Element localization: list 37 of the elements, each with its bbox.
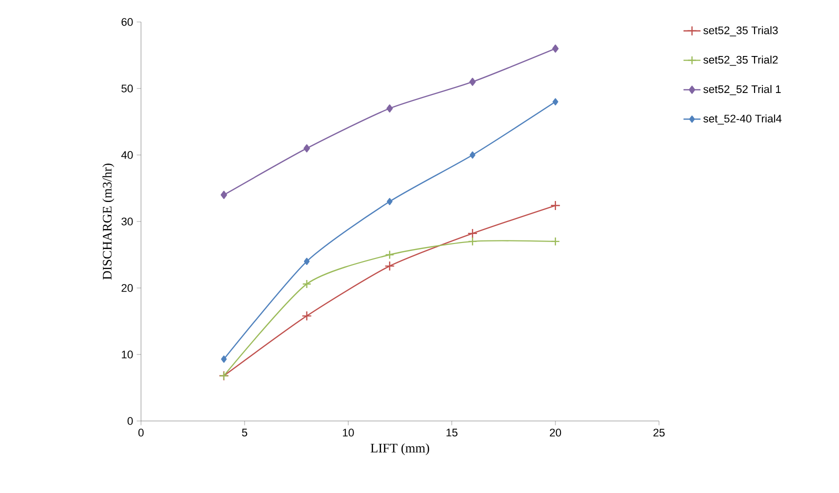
y-tick-label: 0 <box>128 417 133 425</box>
y-tick-label: 50 <box>121 84 133 92</box>
point <box>468 236 478 246</box>
point <box>386 104 393 113</box>
y-tick-label: 40 <box>121 151 133 159</box>
legend-label: set_52-40 Trial4 <box>703 114 782 125</box>
x-tick-label: 10 <box>342 428 354 437</box>
point <box>550 236 560 246</box>
point <box>552 44 559 53</box>
point <box>221 356 227 363</box>
x-tick-label: 15 <box>446 428 458 436</box>
y-tick-label: 20 <box>122 284 133 292</box>
point <box>302 310 312 321</box>
x-tick-label: 0 <box>138 428 144 437</box>
point <box>304 258 310 265</box>
legend-label: set52_35 Trial2 <box>703 56 778 66</box>
y-tick-label: 30 <box>121 218 133 226</box>
point <box>302 279 312 289</box>
point <box>220 190 228 199</box>
x-tick-label: 20 <box>550 428 562 437</box>
point <box>552 98 558 106</box>
x-tick-label: 5 <box>242 428 248 436</box>
point <box>386 198 392 206</box>
y-axis-title: DISCHARGE (m3/hr) <box>102 164 114 280</box>
point <box>304 144 310 152</box>
y-tick-label: 60 <box>122 18 133 26</box>
point <box>385 250 394 260</box>
legend-label: set52_52 Trial 1 <box>703 85 781 96</box>
legend-label: set52_35 Trial3 <box>703 26 778 36</box>
x-tick-label: 25 <box>653 428 665 437</box>
point <box>469 78 476 86</box>
point <box>467 228 478 239</box>
point <box>550 200 560 211</box>
y-tick-label: 10 <box>122 350 133 358</box>
point <box>470 151 476 159</box>
point <box>384 260 395 272</box>
x-axis-title: LIFT (mm) <box>370 443 430 456</box>
